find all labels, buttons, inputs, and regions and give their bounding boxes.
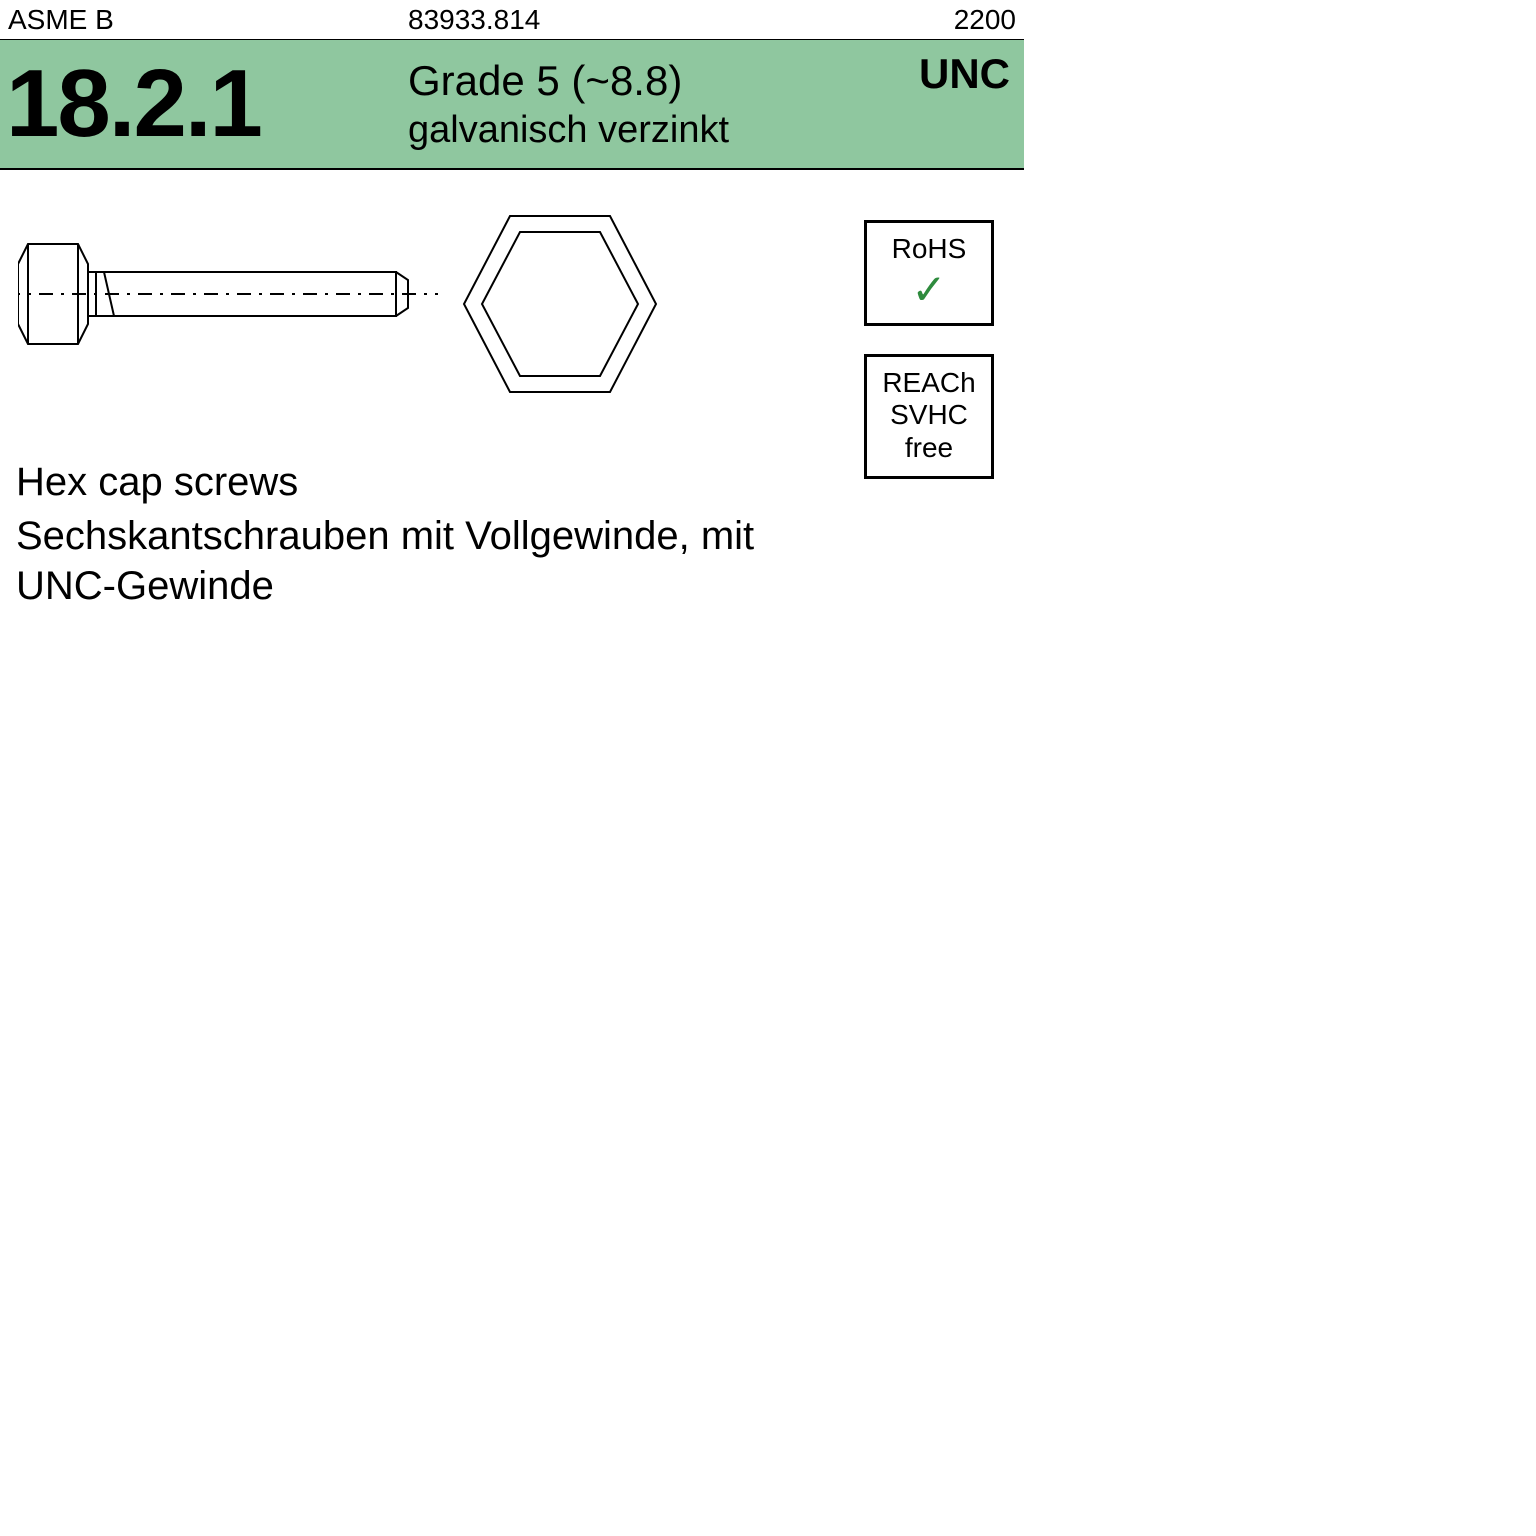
spec-band: 18.2.1 Grade 5 (~8.8) galvanisch verzink… [0, 40, 1024, 170]
code-label: 83933.814 [408, 4, 540, 36]
reach-line3: free [881, 432, 977, 464]
compliance-badges: RoHS ✓ REACh SVHC free [864, 220, 994, 479]
reach-badge: REACh SVHC free [864, 354, 994, 479]
rohs-badge: RoHS ✓ [864, 220, 994, 326]
header-row: ASME B 83933.814 2200 [0, 0, 1024, 40]
bolt-hex-icon [460, 204, 660, 404]
grade-label: Grade 5 (~8.8) [408, 57, 864, 105]
finish-label: galvanisch verzinkt [408, 109, 864, 152]
reach-line2: SVHC [881, 399, 977, 431]
standard-cell: ASME B [0, 0, 400, 39]
grade-finish-cell: Grade 5 (~8.8) galvanisch verzinkt [400, 40, 864, 168]
rohs-label: RoHS [881, 233, 977, 265]
check-icon: ✓ [881, 269, 977, 311]
datasheet: ASME B 83933.814 2200 18.2.1 Grade 5 (~8… [0, 0, 1024, 1024]
section-number: 18.2.1 [6, 49, 261, 159]
section-cell: 18.2.1 [0, 40, 400, 168]
year-cell: 2200 [870, 0, 1024, 39]
standard-label: ASME B [8, 4, 114, 36]
desc-title: Hex cap screws [16, 460, 836, 505]
desc-german: Sechskantschrauben mit Vollgewinde, mit … [16, 511, 836, 611]
description-block: Hex cap screws Sechskantschrauben mit Vo… [16, 460, 836, 611]
code-cell: 83933.814 [400, 0, 870, 39]
thread-label: UNC [919, 50, 1010, 98]
thread-cell: UNC [864, 40, 1024, 168]
reach-line1: REACh [881, 367, 977, 399]
bolt-side-icon [18, 214, 458, 394]
year-label: 2200 [954, 4, 1016, 36]
